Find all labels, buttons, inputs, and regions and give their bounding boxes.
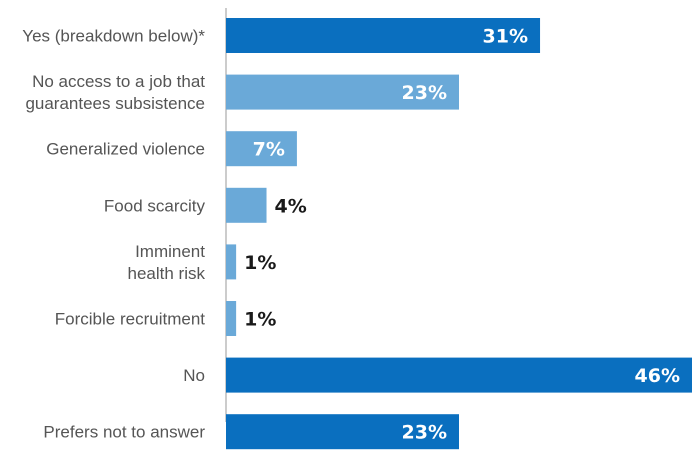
bar	[226, 244, 237, 280]
bars-group: Yes (breakdown below)* 31% No access to a …	[22, 18, 692, 450]
value-label: 1%	[244, 309, 276, 331]
bar	[226, 357, 692, 393]
category-label: Yes (breakdown below)*	[22, 27, 205, 46]
value-label: 7%	[253, 139, 285, 161]
bar	[226, 18, 541, 53]
category-label-line: No access to a job that	[32, 72, 205, 91]
category-label: No	[183, 366, 205, 385]
value-label: 23%	[402, 422, 447, 444]
category-label-line: Generalized violence	[46, 140, 205, 159]
category-label-line: health risk	[128, 264, 206, 283]
category-label: Prefers not to answer	[43, 423, 205, 442]
category-label: No access to a job that guarantees subsis…	[25, 72, 205, 113]
category-label-line: No	[183, 366, 205, 385]
category-label-line: Imminent	[135, 242, 205, 261]
value-label: 46%	[635, 365, 680, 387]
bar	[226, 74, 459, 110]
bar	[226, 187, 267, 223]
category-label: Generalized violence	[46, 140, 205, 159]
category-label-line: Food scarcity	[104, 196, 206, 215]
bar	[226, 301, 237, 336]
bar	[226, 414, 459, 450]
category-label: Imminent health risk	[128, 242, 206, 283]
value-label: 23%	[402, 82, 447, 104]
category-label: Forcible recruitment	[55, 310, 205, 329]
category-label: Food scarcity	[104, 196, 206, 215]
value-label: 4%	[275, 195, 307, 217]
bar	[226, 131, 297, 167]
value-label: 1%	[244, 252, 276, 274]
value-label: 31%	[483, 26, 528, 48]
category-label-line: Yes (breakdown below)*	[22, 27, 205, 46]
category-label-line: Forcible recruitment	[55, 310, 205, 329]
category-label-line: Prefers not to answer	[43, 423, 205, 442]
category-label-line: guarantees subsistence	[25, 94, 205, 113]
